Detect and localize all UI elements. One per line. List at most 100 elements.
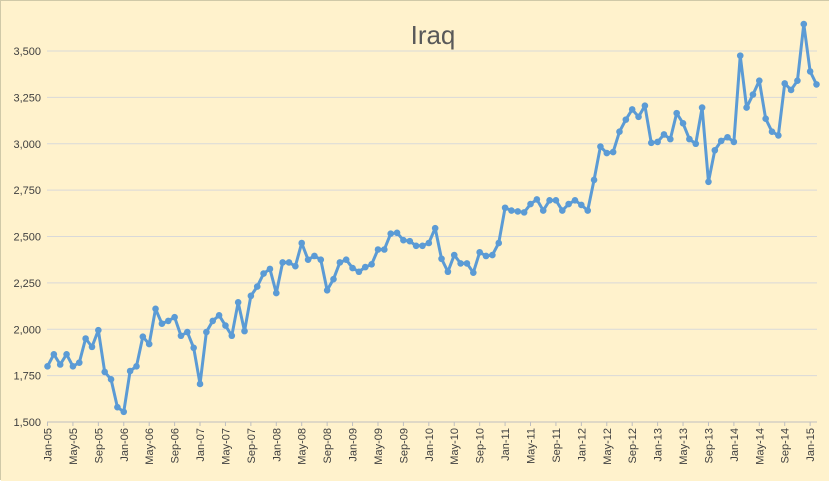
data-point: [361, 263, 369, 271]
data-point: [660, 131, 668, 138]
gridlines: [47, 50, 817, 377]
y-tick-label: 1,750: [13, 371, 41, 383]
data-point: [63, 350, 70, 358]
data-point: [616, 128, 623, 135]
data-point: [762, 115, 769, 123]
data-point: [558, 207, 566, 214]
x-tick-label: May-11: [526, 428, 538, 464]
data-point: [298, 239, 306, 247]
x-tick-label: Jan-07: [195, 428, 207, 462]
data-point: [444, 268, 452, 276]
data-point: [438, 255, 445, 263]
y-tick-label: 3,000: [13, 139, 41, 151]
x-tick-label: Sep-10: [475, 428, 487, 463]
data-points: [44, 20, 820, 416]
x-tick-label: May-05: [68, 428, 80, 465]
x-tick-label: Sep-13: [703, 428, 715, 463]
x-tick-label: May-06: [144, 428, 156, 465]
data-point: [609, 148, 617, 156]
x-tick-label: Sep-07: [246, 428, 258, 463]
data-point: [406, 237, 414, 245]
x-tick-label: May-09: [373, 428, 385, 465]
data-point: [260, 270, 267, 277]
data-point: [679, 120, 687, 127]
x-tick-label: Sep-12: [627, 428, 639, 463]
data-point: [75, 359, 83, 366]
x-tick-label: Sep-11: [551, 428, 563, 463]
data-point: [686, 135, 693, 143]
data-point: [56, 361, 64, 368]
x-tick-label: May-07: [220, 428, 232, 465]
data-point: [228, 332, 236, 340]
x-tick-label: Sep-06: [170, 428, 182, 463]
data-point: [527, 200, 534, 208]
data-point: [95, 326, 102, 334]
data-point: [489, 251, 496, 259]
data-point: [578, 201, 585, 209]
data-point: [743, 104, 750, 111]
data-point: [304, 256, 312, 263]
data-point: [813, 81, 820, 88]
data-point: [565, 200, 572, 208]
data-point: [164, 317, 172, 325]
data-point: [431, 224, 439, 232]
x-tick-label: Jan-10: [424, 428, 436, 462]
data-point: [203, 328, 210, 336]
data-point: [667, 135, 674, 143]
data-point: [692, 140, 700, 148]
data-point: [756, 77, 763, 84]
data-point: [158, 320, 166, 327]
data-point: [88, 343, 96, 351]
x-tick-label: Jan-13: [653, 428, 665, 462]
data-point: [177, 332, 185, 340]
data-point: [470, 269, 477, 276]
y-tick-label: 2,000: [13, 324, 41, 336]
data-point: [768, 128, 776, 135]
x-tick-label: Jan-11: [500, 428, 512, 461]
data-point: [69, 363, 77, 370]
data-point: [190, 344, 197, 352]
data-point: [209, 317, 217, 325]
data-point: [450, 251, 458, 259]
data-point: [546, 197, 553, 204]
data-point: [698, 104, 706, 111]
data-point: [323, 286, 331, 294]
data-point: [126, 367, 134, 375]
data-point: [533, 196, 541, 203]
data-point: [781, 80, 789, 87]
x-tick-label: Jan-06: [119, 428, 131, 462]
data-point: [597, 143, 604, 150]
data-point: [495, 239, 503, 247]
data-point: [501, 204, 509, 212]
data-point: [775, 132, 782, 139]
data-point: [457, 260, 464, 267]
data-point: [253, 283, 261, 290]
data-point: [145, 340, 153, 348]
data-point: [342, 256, 350, 263]
data-point: [215, 312, 223, 319]
y-tick-label: 3,500: [13, 46, 41, 58]
data-point: [114, 403, 121, 411]
data-point: [571, 197, 579, 204]
y-tick-label: 2,500: [13, 232, 41, 244]
data-point: [101, 368, 108, 376]
x-tick-label: Sep-09: [398, 428, 410, 463]
data-point: [272, 289, 280, 297]
data-point: [476, 248, 483, 256]
data-point: [673, 109, 680, 117]
data-point: [133, 363, 140, 370]
data-point: [285, 259, 293, 266]
x-tick-label: May-14: [754, 428, 766, 465]
x-tick-label: Jan-15: [805, 428, 817, 462]
data-point: [419, 242, 426, 250]
data-point: [425, 239, 433, 247]
data-point: [184, 328, 191, 336]
data-point: [584, 207, 592, 214]
data-point: [171, 313, 178, 321]
data-point: [800, 20, 808, 28]
data-point: [552, 197, 560, 204]
data-point: [787, 86, 795, 94]
data-point: [647, 139, 655, 147]
data-point: [139, 333, 147, 340]
